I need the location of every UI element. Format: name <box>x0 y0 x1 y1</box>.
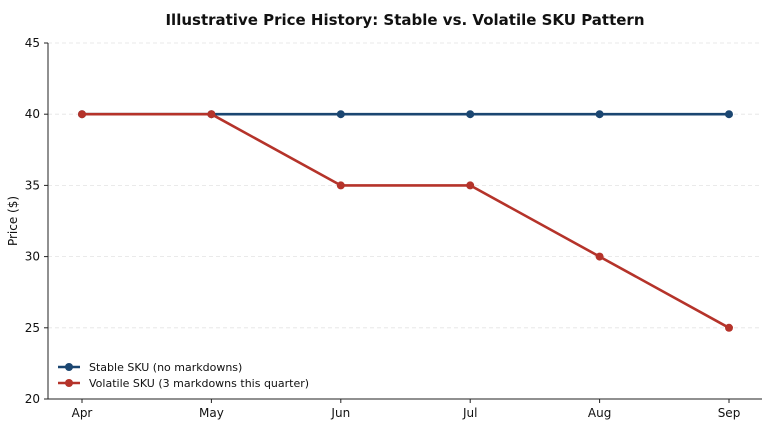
data-point <box>78 110 86 119</box>
legend-marker-swatch <box>65 363 73 371</box>
data-point <box>466 181 475 190</box>
tick-labels: 20 25 30 35 40 45 Apr May Jun Jul Aug Sep <box>25 36 741 420</box>
legend-item: Volatile SKU (3 markdowns this quarter) <box>58 377 309 390</box>
x-tick-label: Jul <box>462 406 477 420</box>
data-point <box>466 110 475 119</box>
series-line <box>80 112 731 330</box>
data-point <box>336 181 345 190</box>
y-tick-label: 25 <box>25 321 40 335</box>
x-tick-label: May <box>199 406 224 420</box>
y-tick-label: 40 <box>25 107 40 121</box>
x-tick-label: Aug <box>588 406 611 420</box>
legend-label: Stable SKU (no markdowns) <box>89 361 242 374</box>
series-2 <box>78 110 733 332</box>
data-point <box>725 110 733 119</box>
data-point <box>725 323 733 332</box>
series-lines <box>78 110 733 332</box>
legend: Stable SKU (no markdowns) Volatile SKU (3… <box>58 361 309 390</box>
axes <box>47 43 762 400</box>
legend-label: Volatile SKU (3 markdowns this quarter) <box>89 377 309 390</box>
x-tick-label: Jun <box>330 406 350 420</box>
data-point <box>595 110 604 119</box>
data-point <box>207 110 216 119</box>
legend-marker-swatch <box>65 379 73 387</box>
y-tick-label: 45 <box>25 36 40 50</box>
x-tick-label: Apr <box>72 406 93 420</box>
y-tick-label: 20 <box>25 392 40 406</box>
data-point <box>336 110 345 119</box>
legend-item: Stable SKU (no markdowns) <box>58 361 242 374</box>
chart-title: Illustrative Price History: Stable vs. V… <box>165 11 644 29</box>
y-tick-label: 35 <box>25 178 40 192</box>
x-tick-label: Sep <box>718 406 741 420</box>
data-point <box>595 252 604 261</box>
y-tick-label: 30 <box>25 250 40 264</box>
y-axis-label: Price ($) <box>6 196 20 246</box>
